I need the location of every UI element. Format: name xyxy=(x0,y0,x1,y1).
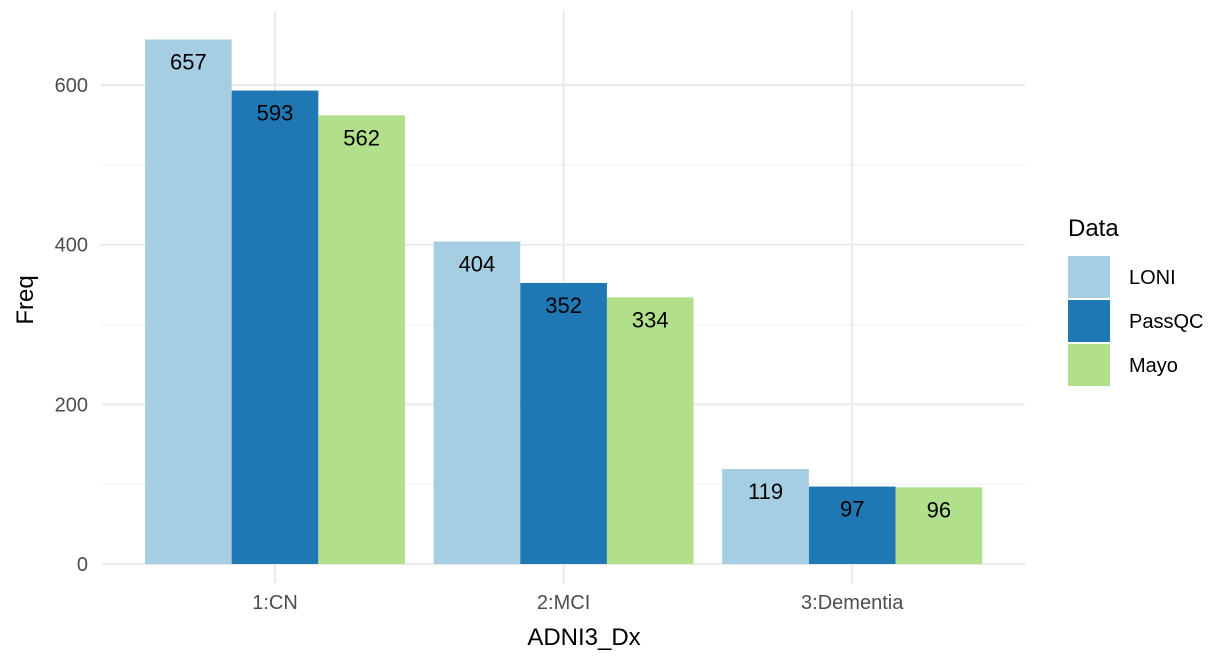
legend-label-mayo: Mayo xyxy=(1129,355,1178,377)
y-tick-label: 200 xyxy=(55,394,88,416)
y-tick-label: 600 xyxy=(55,75,88,97)
data-label: 96 xyxy=(927,497,951,522)
bar-loni-3 xyxy=(722,468,809,564)
data-label: 352 xyxy=(545,293,582,318)
legend-swatch-passqc xyxy=(1068,300,1110,342)
data-label: 593 xyxy=(257,101,294,126)
bar-passqc-2 xyxy=(520,282,607,564)
bar-loni-2 xyxy=(433,241,521,564)
x-axis-ticks: 1:CN 2:MCI 3:Dementia xyxy=(252,592,904,614)
legend-swatch-mayo xyxy=(1068,344,1110,386)
data-label: 404 xyxy=(459,251,496,276)
legend: Data LONI PassQC Mayo xyxy=(1068,215,1203,386)
bar-mayo-2 xyxy=(606,297,694,564)
data-label: 334 xyxy=(632,307,669,332)
bar-loni-1 xyxy=(145,39,232,565)
bars xyxy=(145,39,983,565)
bar-mayo-3 xyxy=(895,487,983,564)
bar-mayo-1 xyxy=(318,115,405,564)
data-label: 97 xyxy=(840,497,864,522)
x-tick-label: 3:Dementia xyxy=(801,592,904,614)
y-tick-label: 0 xyxy=(77,554,88,576)
data-label: 562 xyxy=(343,125,380,150)
y-axis-title: Freq xyxy=(12,275,39,324)
x-axis-title: ADNI3_Dx xyxy=(527,624,640,651)
legend-label-loni: LONI xyxy=(1129,267,1176,289)
legend-title: Data xyxy=(1068,215,1119,242)
legend-swatch-loni xyxy=(1068,256,1110,298)
legend-items: LONI PassQC Mayo xyxy=(1068,256,1203,386)
y-tick-label: 400 xyxy=(55,235,88,257)
data-label: 657 xyxy=(170,49,207,74)
bar-passqc-3 xyxy=(808,486,896,564)
x-tick-label: 1:CN xyxy=(252,592,298,614)
legend-label-passqc: PassQC xyxy=(1129,311,1203,333)
bar-passqc-1 xyxy=(231,90,319,565)
data-labels: 657 593 562 404 352 334 119 97 96 xyxy=(170,49,951,522)
data-label: 119 xyxy=(748,479,783,504)
x-tick-label: 2:MCI xyxy=(537,592,590,614)
y-axis-ticks: 0 200 400 600 xyxy=(55,75,88,576)
